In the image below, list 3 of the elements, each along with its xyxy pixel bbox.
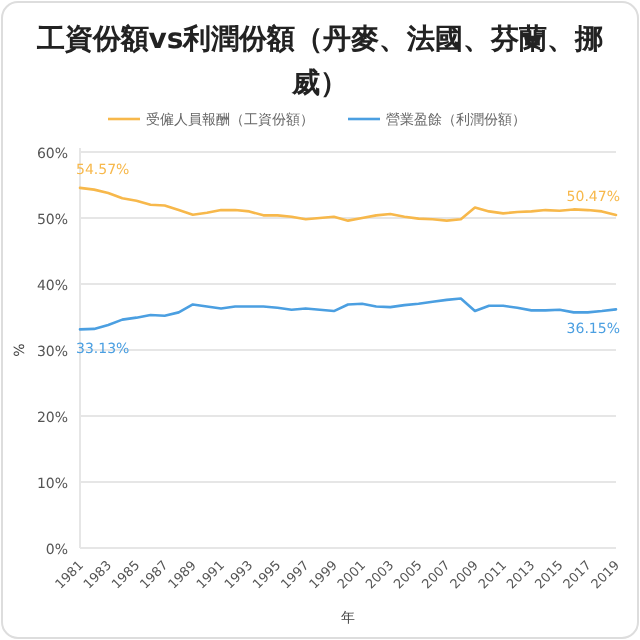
title: 工資份額vs利潤份額（丹麥、法國、芬蘭、挪威） [36,24,604,100]
line-series [78,297,618,331]
line-series [78,186,618,222]
